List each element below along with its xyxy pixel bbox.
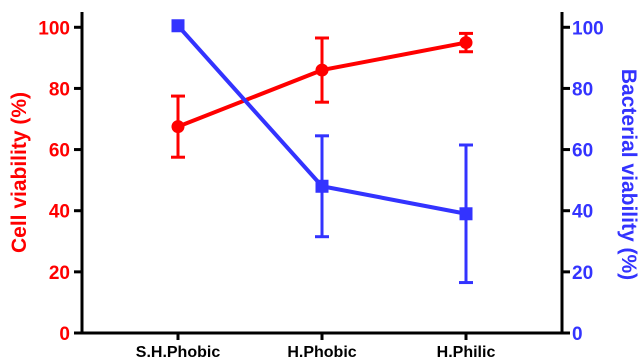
y-left-tick-label: 40 [49,202,70,223]
data-point [315,63,329,77]
data-point [459,207,473,221]
data-point [459,36,473,50]
y-right-tick-label: 100 [572,18,604,39]
data-point [315,179,329,193]
x-tick-label: H.Phobic [287,344,356,360]
y-right-tick-label: 20 [572,263,593,284]
y-right-tick-label: 40 [572,202,593,223]
data-point [171,120,185,134]
series-cell-viability [171,31,473,159]
y-left-tick-label: 20 [49,263,70,284]
y-axis-right-label: Bacterial viability (%) [617,69,640,280]
series-bacterial-viability [171,19,473,285]
y-left-tick-label: 80 [49,79,70,100]
y-right-tick-label: 80 [572,79,593,100]
y-left-tick-label: 100 [38,18,70,39]
y-axis-left-label: Cell viability (%) [8,92,31,253]
data-point [171,19,185,33]
y-left-tick-label: 0 [59,324,70,345]
y-right-tick-label: 0 [572,324,583,345]
x-tick-labels: S.H.Phobic H.Phobic H.Philic [136,333,496,360]
x-tick-label: H.Philic [437,344,496,360]
ticks: 0 20 40 60 80 100 0 20 40 60 80 100 [38,18,603,345]
y-left-tick-label: 60 [49,141,70,162]
x-tick-label: S.H.Phobic [136,344,221,360]
series-group [171,19,473,285]
y-right-tick-label: 60 [572,141,593,162]
